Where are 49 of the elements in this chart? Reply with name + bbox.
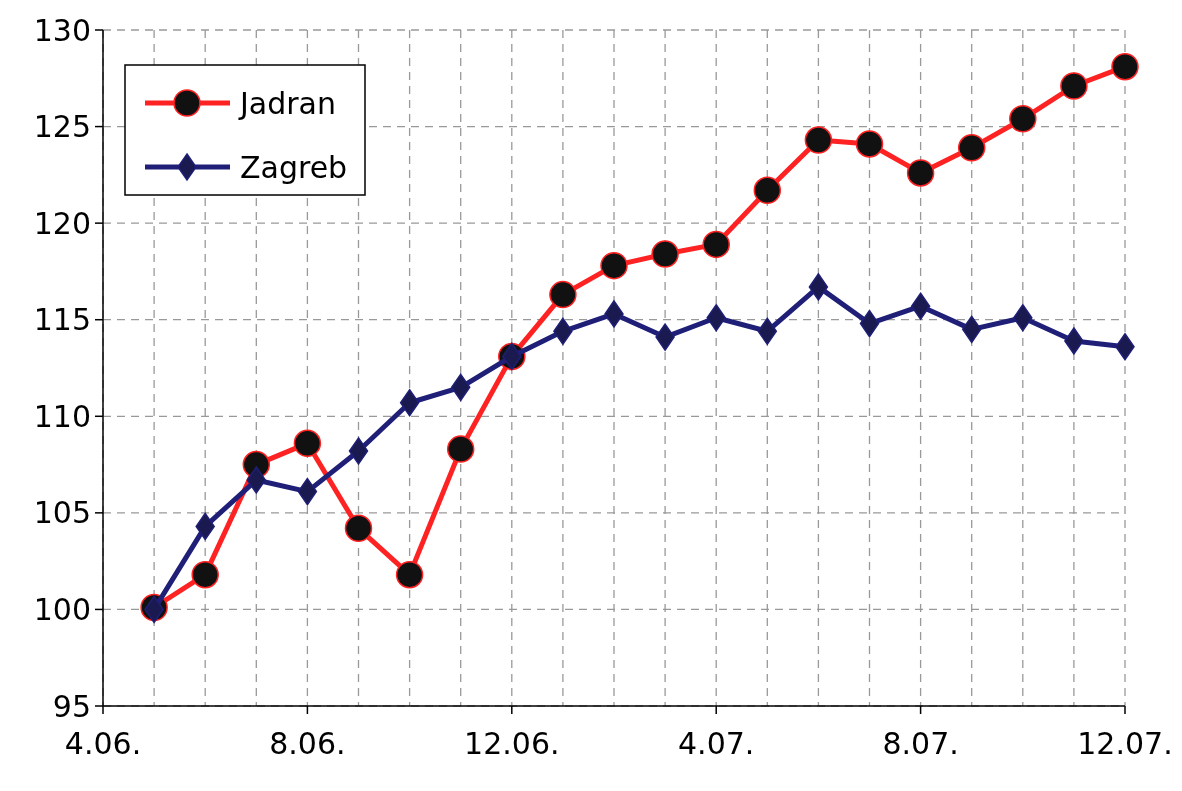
x-tick-label: 4.06. [64, 726, 142, 761]
point [1013, 304, 1033, 332]
point [293, 429, 322, 458]
point [348, 437, 369, 465]
point [804, 126, 833, 154]
point [757, 317, 778, 346]
point [399, 389, 420, 417]
y-tick-label: 105 [33, 495, 91, 531]
point [1009, 105, 1037, 133]
point [1115, 333, 1135, 361]
point [859, 309, 880, 338]
point [651, 240, 679, 268]
point [395, 560, 424, 589]
point [906, 159, 935, 187]
point [446, 435, 475, 463]
point [450, 373, 471, 402]
point [655, 323, 675, 351]
point [1060, 72, 1088, 100]
point [600, 251, 628, 280]
x-tick-label: 8.07. [882, 726, 959, 761]
legend-label: Jadran [238, 85, 337, 121]
point [1064, 327, 1084, 355]
y-tick-label: 130 [33, 12, 91, 48]
point [702, 230, 730, 259]
point [808, 273, 829, 301]
point [344, 514, 373, 543]
point [191, 560, 219, 589]
legend-label: Zagreb [240, 149, 348, 185]
point [855, 130, 884, 158]
x-tick-label: 12.07. [1077, 726, 1173, 761]
point [961, 315, 982, 344]
point [753, 176, 782, 205]
point [910, 292, 931, 320]
point [246, 466, 267, 494]
y-tick-label: 115 [33, 302, 91, 338]
point [549, 280, 577, 309]
x-tick-label: 12.06. [464, 726, 560, 761]
y-tick-label: 110 [33, 398, 91, 434]
y-tick-label: 120 [33, 205, 91, 241]
y-tick-label: 100 [33, 591, 91, 627]
y-tick-label: 125 [33, 109, 91, 145]
point [706, 304, 726, 332]
x-tick-label: 4.07. [678, 726, 755, 761]
y-tick-label: 95 [52, 688, 91, 724]
point [297, 477, 318, 506]
point [1111, 52, 1139, 81]
point [604, 300, 624, 328]
x-tick-label: 8.06. [269, 726, 346, 761]
point [957, 134, 986, 162]
